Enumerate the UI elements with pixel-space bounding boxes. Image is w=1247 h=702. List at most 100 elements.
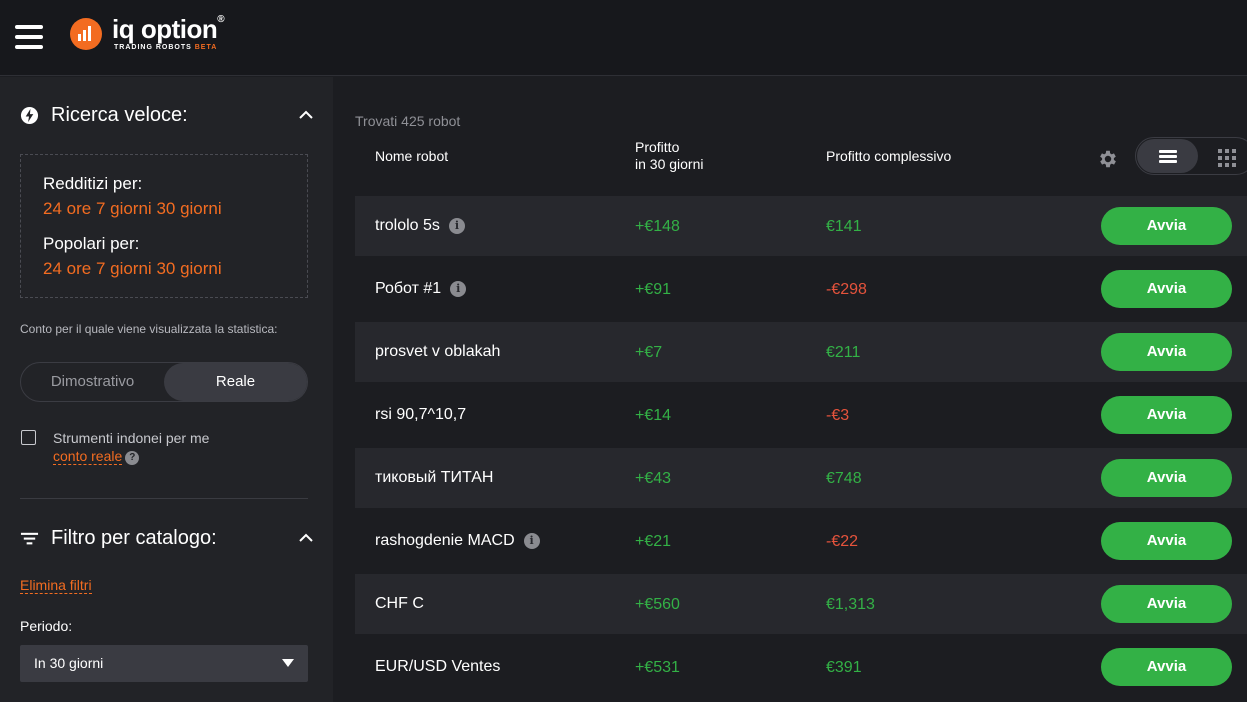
robot-name[interactable]: rsi 90,7^10,7: [375, 406, 466, 424]
profitable-label: Redditizi per:: [43, 174, 143, 193]
period-label: Periodo:: [20, 618, 73, 634]
robot-name-text: rsi 90,7^10,7: [375, 406, 467, 423]
quick-search-title: Ricerca veloce:: [51, 103, 188, 126]
robot-name[interactable]: trololo 5s i: [375, 217, 465, 235]
robot-name-text: тиковый ТИТАН: [375, 469, 494, 486]
catalog-filter-header[interactable]: Filtro per catalogo:: [20, 523, 313, 553]
robot-row[interactable]: prosvet v oblakah +€7 €211 Avvia: [355, 322, 1247, 382]
popular-30d-link[interactable]: 30 giorni: [156, 259, 222, 278]
info-icon[interactable]: i: [523, 533, 540, 549]
robot-profit-total: -€298: [826, 281, 867, 298]
robot-profit-total: €211: [826, 344, 861, 361]
profit30-header-line1: Profitto: [635, 139, 680, 155]
start-robot-button[interactable]: Avvia: [1101, 648, 1232, 686]
period-select[interactable]: In 30 giorni: [20, 645, 308, 682]
account-toggle: Dimostrativo Reale: [20, 362, 308, 402]
list-view-icon[interactable]: [1137, 139, 1198, 173]
column-header-profit30[interactable]: Profitto in 30 giorni: [635, 139, 704, 173]
start-robot-button[interactable]: Avvia: [1101, 522, 1232, 560]
start-robot-button[interactable]: Avvia: [1101, 207, 1232, 245]
instruments-checkbox[interactable]: [21, 430, 36, 445]
logo-icon: [70, 18, 102, 50]
robot-profit-30d: +€560: [635, 596, 680, 613]
hamburger-icon[interactable]: [15, 25, 43, 49]
robot-name-text: CHF C: [375, 595, 424, 612]
robot-profit-total: €391: [826, 659, 862, 676]
robot-profit-total: €748: [826, 470, 862, 487]
robot-profit-30d: +€14: [635, 407, 672, 424]
info-icon[interactable]: i: [448, 218, 465, 234]
robot-row[interactable]: rsi 90,7^10,7 +€14 -€3 Avvia: [355, 385, 1247, 445]
profitable-periods: 24 ore 7 giorni 30 giorni: [43, 199, 222, 219]
chevron-up-icon[interactable]: [299, 531, 313, 545]
robot-profit-total: €1,313: [826, 596, 875, 613]
info-icon[interactable]: i: [450, 281, 467, 297]
start-robot-button[interactable]: Avvia: [1101, 459, 1232, 497]
robot-row[interactable]: rashogdenie MACD i +€21 -€22 Avvia: [355, 511, 1247, 571]
logo-text: iq option®: [112, 14, 225, 44]
filter-icon: [20, 532, 39, 544]
chevron-up-icon[interactable]: [299, 108, 313, 122]
quick-search-header[interactable]: Ricerca veloce:: [20, 100, 313, 130]
robot-name[interactable]: rashogdenie MACD i: [375, 532, 540, 550]
robot-profit-30d: +€43: [635, 470, 672, 487]
period-select-value: In 30 giorni: [34, 655, 104, 671]
robot-name[interactable]: EUR/USD Ventes: [375, 658, 500, 676]
profitable-30d-link[interactable]: 30 giorni: [156, 199, 222, 218]
robot-name-text: Робот #1: [375, 280, 442, 297]
column-header-name[interactable]: Nome robot: [375, 148, 449, 164]
caret-down-icon: [282, 659, 294, 667]
popular-24h-link[interactable]: 24 ore: [43, 259, 92, 278]
demo-account-option[interactable]: Dimostrativo: [50, 373, 135, 390]
popular-7d-link[interactable]: 7 giorni: [95, 259, 152, 278]
real-account-option[interactable]: Reale: [164, 363, 307, 401]
catalog-filter-title: Filtro per catalogo:: [51, 526, 217, 549]
robots-panel: Trovati 425 robot Nome robot Profitto in…: [333, 77, 1247, 702]
popular-label: Popolari per:: [43, 234, 140, 253]
robot-row[interactable]: тиковый ТИТАН +€43 €748 Avvia: [355, 448, 1247, 508]
robot-profit-30d: +€91: [635, 281, 672, 298]
robot-profit-total: €141: [826, 218, 862, 235]
robot-profit-30d: +€148: [635, 218, 680, 235]
start-robot-button[interactable]: Avvia: [1101, 396, 1232, 434]
profit30-header-line2: in 30 giorni: [635, 156, 704, 172]
start-robot-button[interactable]: Avvia: [1101, 333, 1232, 371]
bolt-circle-icon: [20, 106, 39, 124]
robot-name-text: trololo 5s: [375, 217, 440, 234]
robot-name[interactable]: prosvet v oblakah: [375, 343, 500, 361]
robot-name[interactable]: CHF C: [375, 595, 424, 613]
robot-name[interactable]: Робот #1 i: [375, 280, 467, 298]
robot-profit-total: -€22: [826, 533, 859, 550]
profitable-7d-link[interactable]: 7 giorni: [95, 199, 152, 218]
gear-icon[interactable]: [1097, 148, 1119, 170]
robot-row[interactable]: trololo 5s i +€148 €141 Avvia: [355, 196, 1247, 256]
quick-search-box: Redditizi per: 24 ore 7 giorni 30 giorni…: [20, 154, 308, 298]
robot-row[interactable]: Робот #1 i +€91 -€298 Avvia: [355, 259, 1247, 319]
profitable-24h-link[interactable]: 24 ore: [43, 199, 92, 218]
logo-subtitle: TRADING ROBOTS BETA: [114, 44, 218, 51]
instruments-text: Strumenti indonei per me: [53, 430, 210, 446]
robot-profit-30d: +€7: [635, 344, 663, 361]
help-icon[interactable]: ?: [125, 451, 140, 465]
start-robot-button[interactable]: Avvia: [1101, 270, 1232, 308]
robot-profit-30d: +€531: [635, 659, 680, 676]
column-header-total[interactable]: Profitto complessivo: [826, 148, 952, 164]
real-account-link[interactable]: conto reale: [53, 448, 123, 465]
clear-filters-link[interactable]: Elimina filtri: [20, 577, 92, 594]
robot-name-text: prosvet v oblakah: [375, 343, 501, 360]
start-robot-button[interactable]: Avvia: [1101, 585, 1232, 623]
results-count: Trovati 425 robot: [355, 113, 461, 129]
robot-profit-30d: +€21: [635, 533, 672, 550]
instruments-checkbox-label: Strumenti indonei per me conto reale?: [53, 429, 209, 465]
robot-row[interactable]: EUR/USD Ventes +€531 €391 Avvia: [355, 637, 1247, 697]
view-toggle: [1135, 137, 1247, 175]
robot-name-text: EUR/USD Ventes: [375, 658, 501, 675]
grid-view-icon[interactable]: [1208, 139, 1247, 173]
robot-profit-total: -€3: [826, 407, 850, 424]
sidebar: Ricerca veloce: Redditizi per: 24 ore 7 …: [0, 77, 333, 702]
robot-name[interactable]: тиковый ТИТАН: [375, 469, 493, 487]
popular-periods: 24 ore 7 giorni 30 giorni: [43, 259, 222, 279]
top-bar: iq option® TRADING ROBOTS BETA: [0, 0, 1247, 76]
robot-row[interactable]: CHF C +€560 €1,313 Avvia: [355, 574, 1247, 634]
account-label: Conto per il quale viene visualizzata la…: [20, 322, 278, 336]
